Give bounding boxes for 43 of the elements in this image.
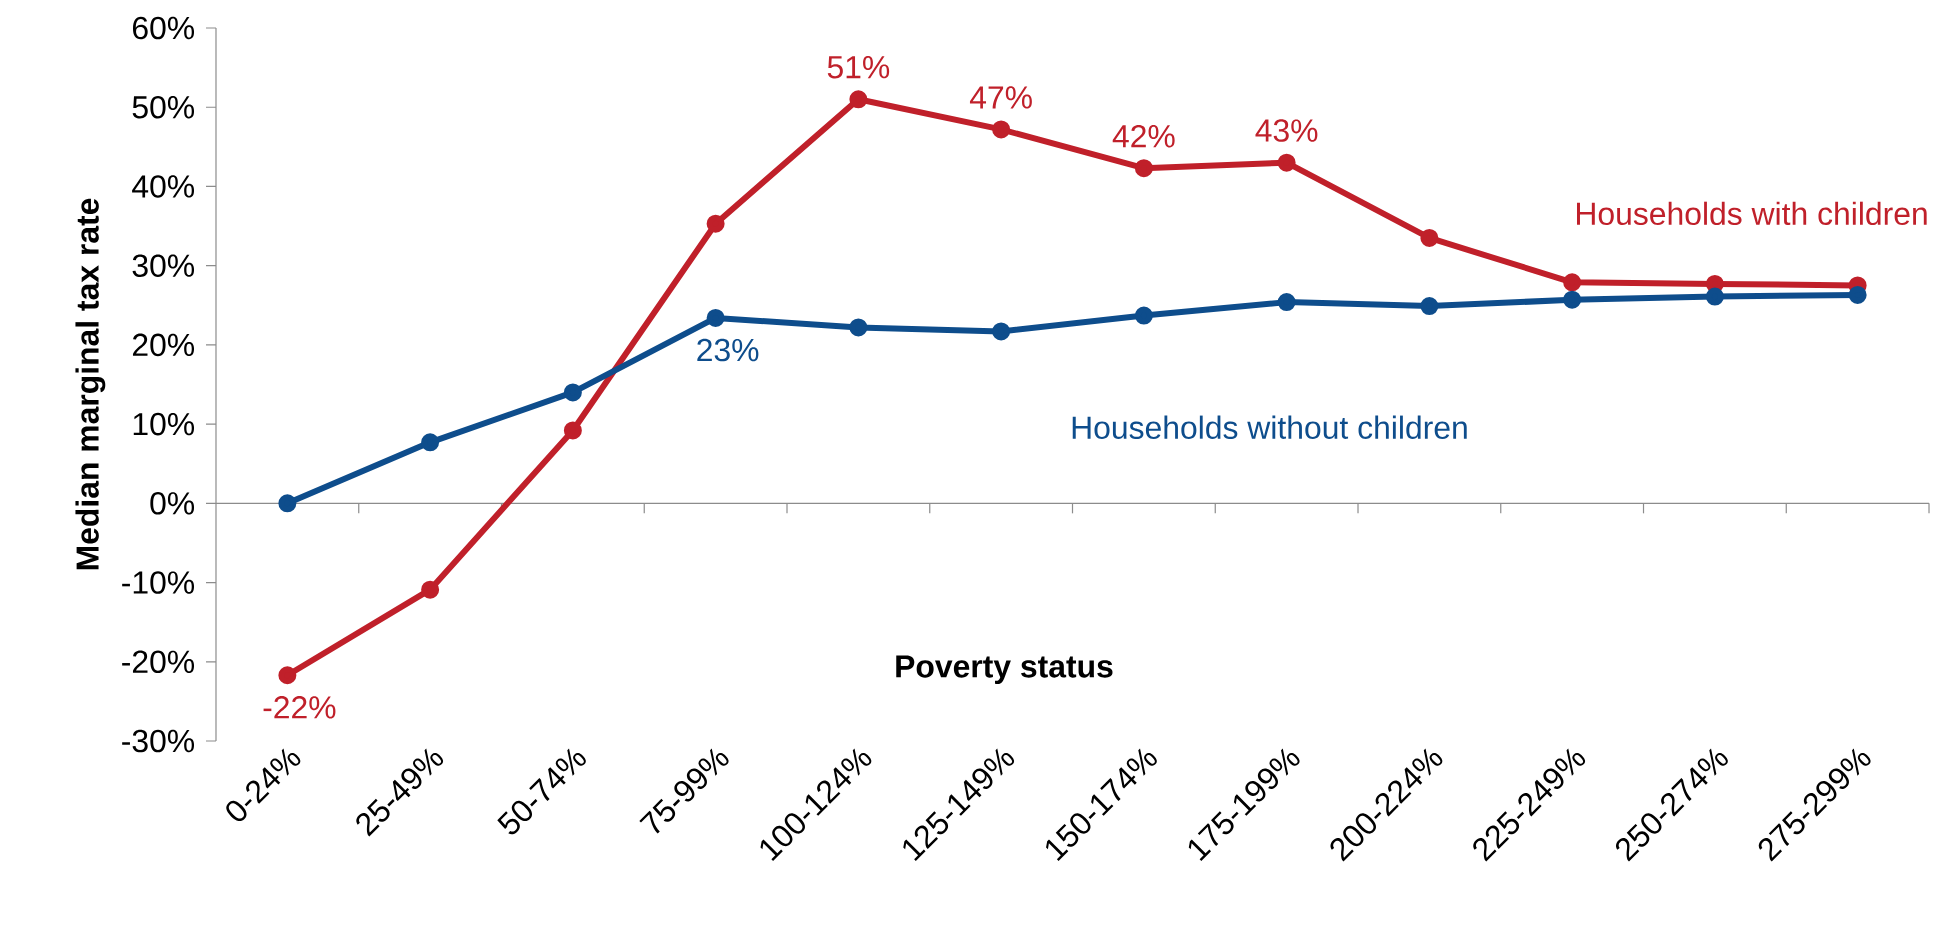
data-label: 43% [1255,119,1318,142]
point [1705,287,1724,306]
point [1420,228,1439,247]
y-tick-label: 60% [132,16,195,40]
point [421,580,440,599]
point [992,120,1011,139]
data-label: 23% [697,338,759,362]
point [1134,306,1153,325]
data-label: -22% [263,696,336,719]
y-tick-label: -30% [122,729,195,753]
point [849,318,868,337]
point [992,322,1011,341]
point [706,214,725,233]
point [1134,159,1153,178]
data-label: 47% [969,86,1032,109]
text: Households without children [1072,415,1467,439]
y-tick-label: -10% [122,571,195,594]
y-axis-title: Median marginal tax rate [75,198,106,570]
point [1563,290,1582,309]
point [421,433,440,452]
y-tick-label: 10% [133,412,195,436]
point [1277,153,1296,172]
point [1563,273,1582,292]
point [278,666,297,685]
point [278,494,297,513]
y-tick-label: 0% [150,492,195,515]
y-tick-label: 30% [132,254,195,277]
point [1277,293,1296,312]
point [706,308,725,327]
y-tick-label: 50% [132,95,195,119]
point [1705,274,1724,293]
point [1848,285,1867,304]
y-tick-label: 20% [132,333,195,357]
point [1420,297,1439,316]
point [849,90,868,109]
x-axis-title: Poverty status [896,655,1113,684]
data-label: 42% [1112,124,1175,148]
y-tick-label: 40% [132,175,195,198]
series-label: Households with children [1577,201,1927,226]
point [563,421,582,440]
y-tick-label: -20% [122,650,195,674]
data-label: 51% [827,56,890,79]
point [563,383,582,402]
